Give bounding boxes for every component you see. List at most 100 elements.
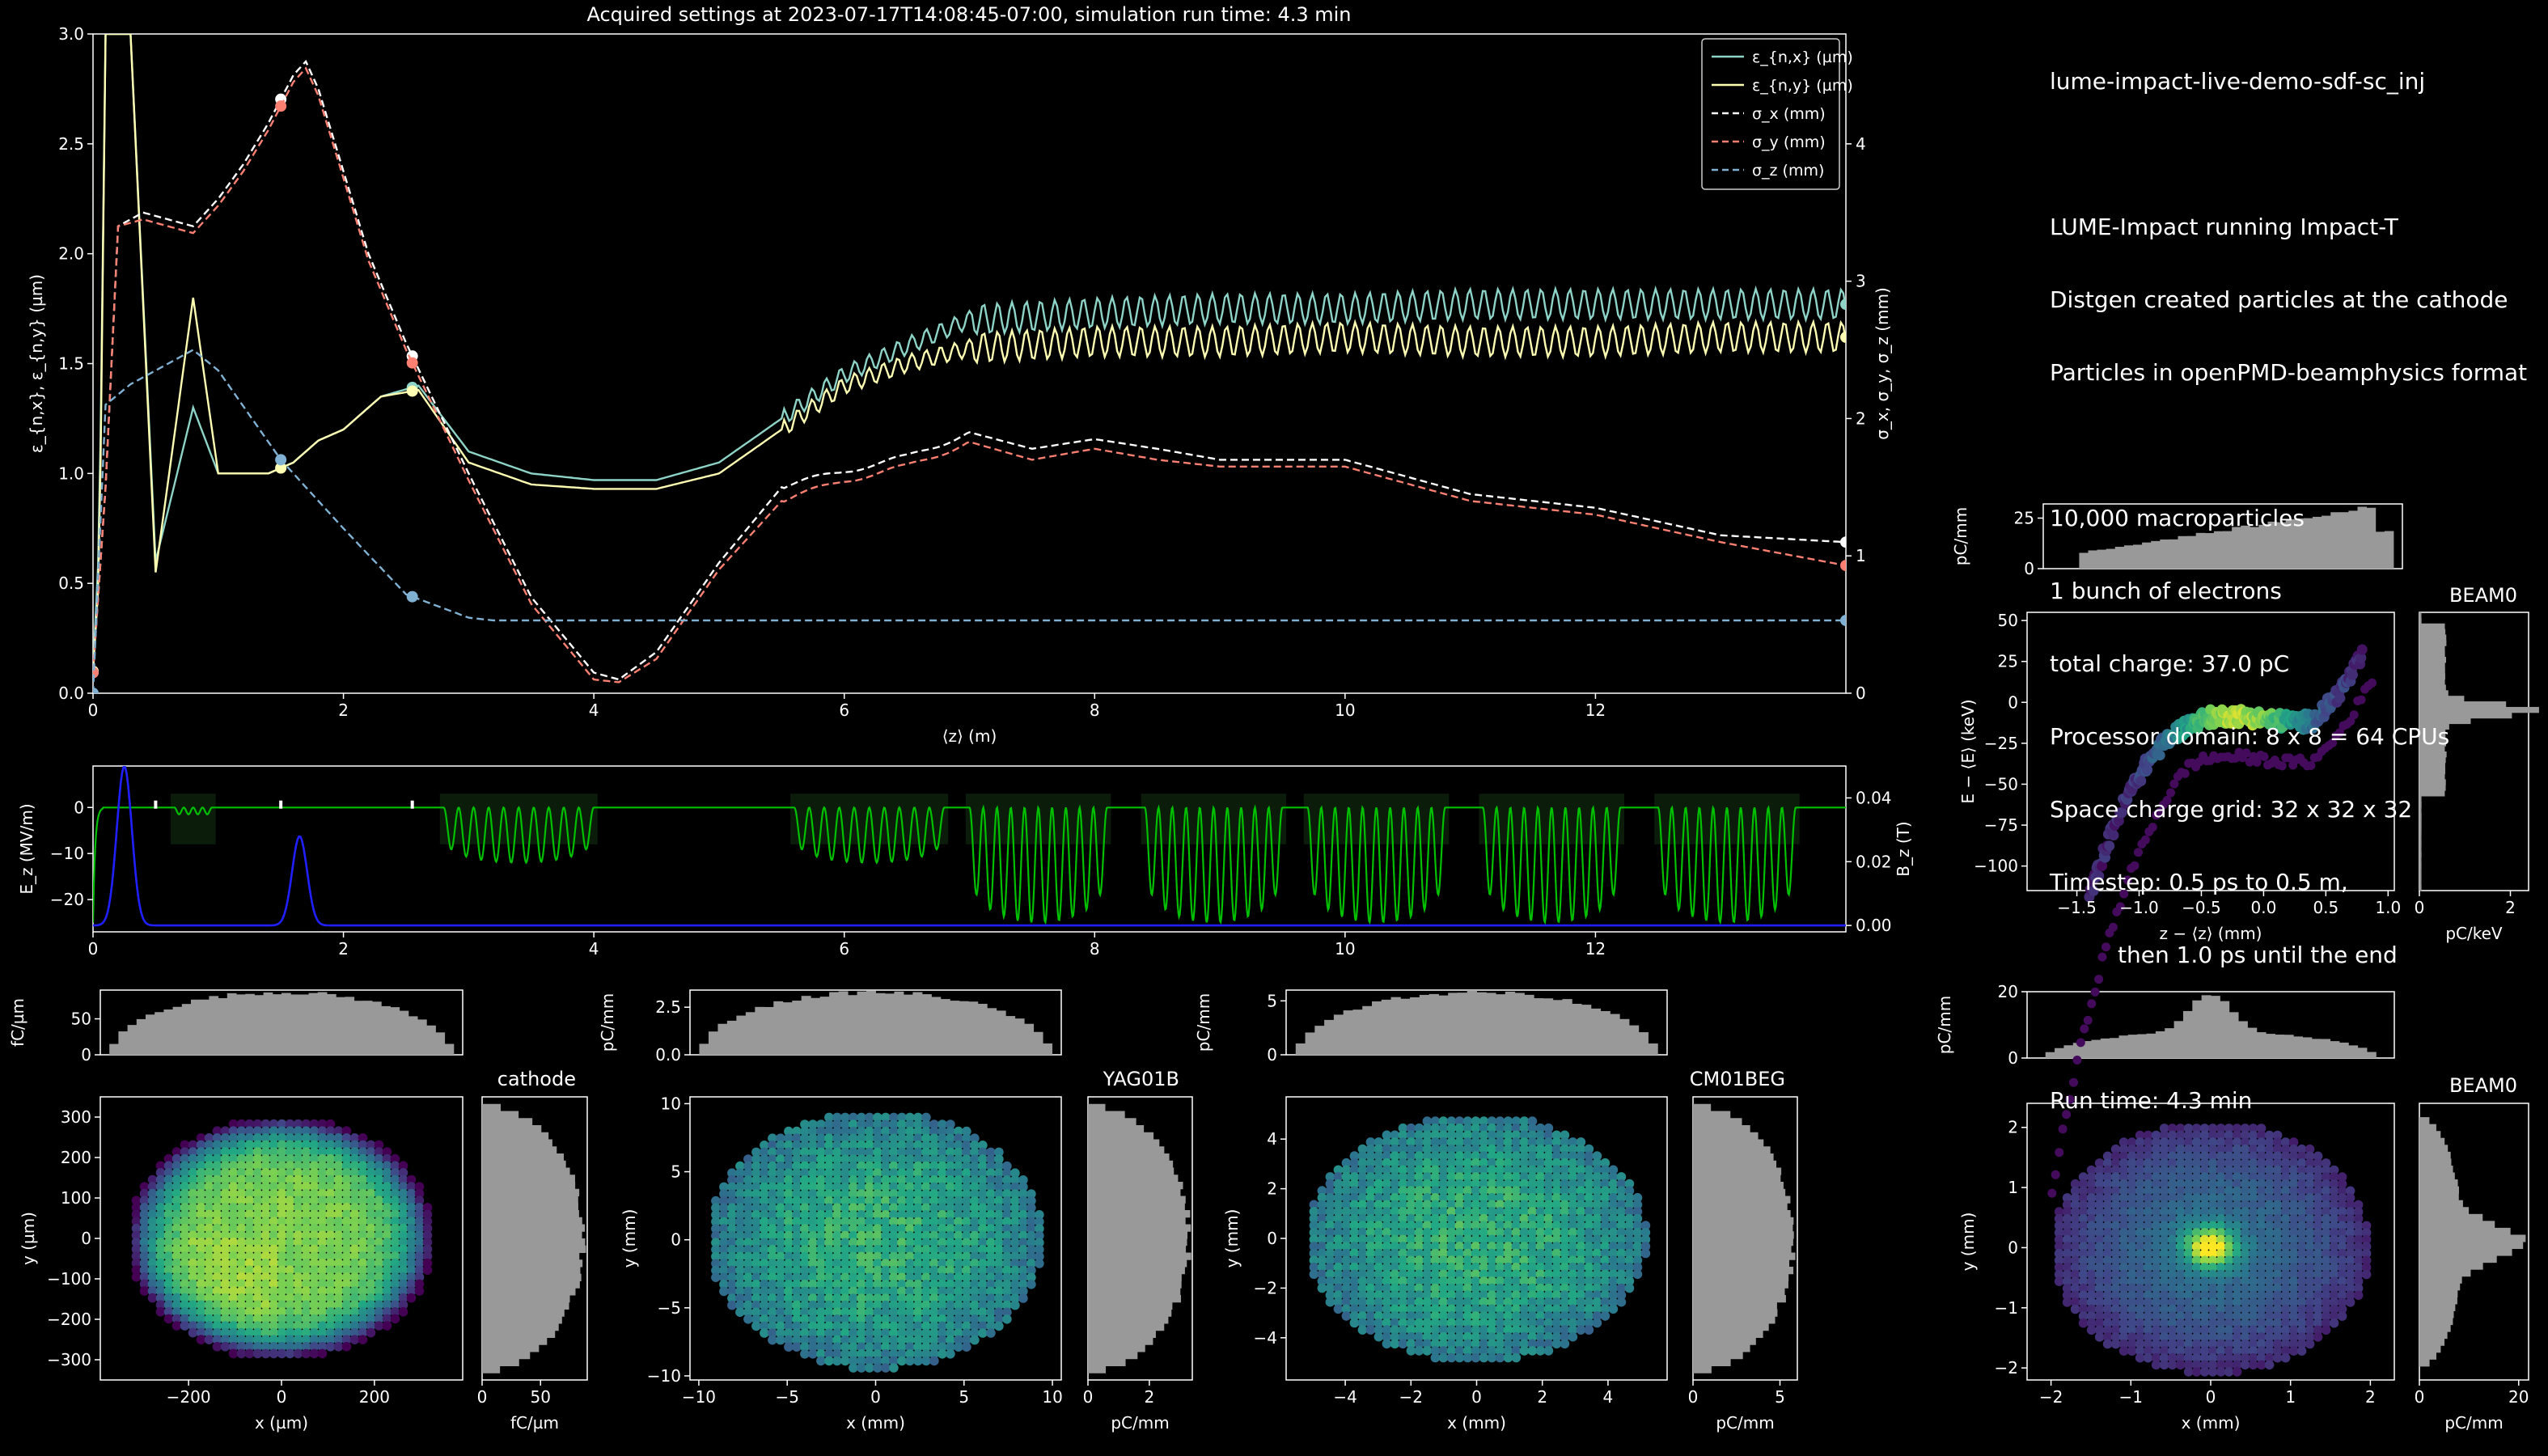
legend-box [1701, 38, 1840, 190]
density-cell [881, 1196, 891, 1206]
density-cell [236, 1230, 247, 1240]
hist-bar [154, 1012, 164, 1055]
density-cell [422, 1244, 433, 1255]
hist-bar [435, 1032, 446, 1055]
density-cell [309, 1140, 320, 1150]
density-cell [849, 1196, 858, 1206]
density-cell [212, 1293, 222, 1303]
density-cell [341, 1300, 352, 1310]
density-cell [784, 1161, 794, 1171]
density-cell [760, 1182, 769, 1192]
density-cell [204, 1293, 214, 1303]
hist-bar [1088, 1224, 1191, 1232]
density-cell [333, 1279, 344, 1289]
density-cell [228, 1203, 239, 1213]
density-cell [325, 1230, 336, 1240]
density-cell [212, 1175, 222, 1185]
density-cell [366, 1182, 376, 1191]
hist-bar [336, 997, 345, 1055]
density-cell [962, 1168, 971, 1178]
density-cell [293, 1133, 303, 1143]
hist-bar [1514, 993, 1525, 1055]
density-cell [366, 1230, 376, 1240]
density-cell [776, 1189, 785, 1199]
hist-bar [1619, 1018, 1630, 1055]
density-cell [139, 1182, 150, 1191]
density-cell [374, 1147, 384, 1157]
density-cell [1002, 1175, 1012, 1185]
hist-bar [1088, 1167, 1175, 1175]
density-cell [252, 1147, 263, 1157]
hist-bar [482, 1352, 531, 1360]
density-cell [857, 1182, 866, 1192]
density-cell [1406, 1346, 1416, 1356]
density-cell [236, 1238, 247, 1247]
density-cell [398, 1175, 408, 1185]
x-tick-label: 0 [477, 1387, 488, 1407]
density-cell [309, 1119, 320, 1129]
density-cell [913, 1196, 923, 1206]
density-cell [727, 1300, 737, 1310]
density-cell [188, 1161, 198, 1170]
density-cell [832, 1182, 842, 1192]
density-cell [913, 1175, 923, 1185]
density-cell [390, 1175, 400, 1185]
density-cell [131, 1258, 142, 1268]
y-tick-label: 1.0 [58, 463, 84, 483]
density-cell [341, 1161, 352, 1170]
density-cell [358, 1238, 368, 1247]
density-cell [163, 1279, 174, 1289]
density-cell [260, 1314, 271, 1324]
hist-bar [1693, 1344, 1750, 1352]
density-cell [784, 1189, 794, 1199]
density-cell [994, 1147, 1004, 1158]
density-cell [946, 1154, 955, 1164]
density-cell [905, 1189, 915, 1199]
density-cell [309, 1348, 320, 1359]
density-cell [341, 1293, 352, 1303]
density-cell [954, 1141, 963, 1150]
density-cell [374, 1307, 384, 1317]
density-cell [244, 1196, 255, 1205]
density-cell [244, 1335, 255, 1344]
density-cell [260, 1307, 271, 1317]
density-cell [317, 1161, 328, 1170]
density-cell [317, 1203, 328, 1213]
hist-x-label: pC/mm [1716, 1413, 1774, 1433]
density-cell [897, 1203, 907, 1213]
density-cell [2288, 1346, 2299, 1356]
density-cell [204, 1147, 214, 1157]
density-cell [252, 1321, 263, 1331]
density-cell [188, 1203, 198, 1213]
density-cell [301, 1230, 311, 1240]
density-cell [970, 1217, 980, 1227]
density-cell [865, 1210, 874, 1220]
density-cell [824, 1210, 834, 1220]
density-cell [913, 1168, 923, 1178]
density-cell [204, 1140, 214, 1150]
density-cell [986, 1175, 996, 1185]
density-cell [163, 1153, 174, 1164]
density-cell [921, 1147, 931, 1158]
hist-bar [1600, 1010, 1610, 1055]
density-cell [832, 1203, 842, 1213]
density-cell [2353, 1290, 2364, 1301]
density-cell [2167, 1360, 2178, 1370]
density-cell [808, 1126, 818, 1136]
density-cell [325, 1126, 336, 1136]
density-cell [309, 1196, 320, 1205]
density-cell [317, 1314, 328, 1324]
hist-bar [482, 1160, 566, 1168]
density-cell [171, 1314, 182, 1324]
density-cell [768, 1189, 777, 1199]
hist-bar [218, 998, 228, 1055]
density-cell [252, 1126, 263, 1136]
density-cell [333, 1209, 344, 1220]
density-cell [301, 1217, 311, 1226]
hist-bar [894, 991, 904, 1055]
hist-bar [1088, 1103, 1106, 1111]
density-cell [382, 1286, 392, 1296]
density-cell [776, 1161, 785, 1171]
density-cell [390, 1307, 400, 1317]
hist-bar [482, 1344, 540, 1352]
